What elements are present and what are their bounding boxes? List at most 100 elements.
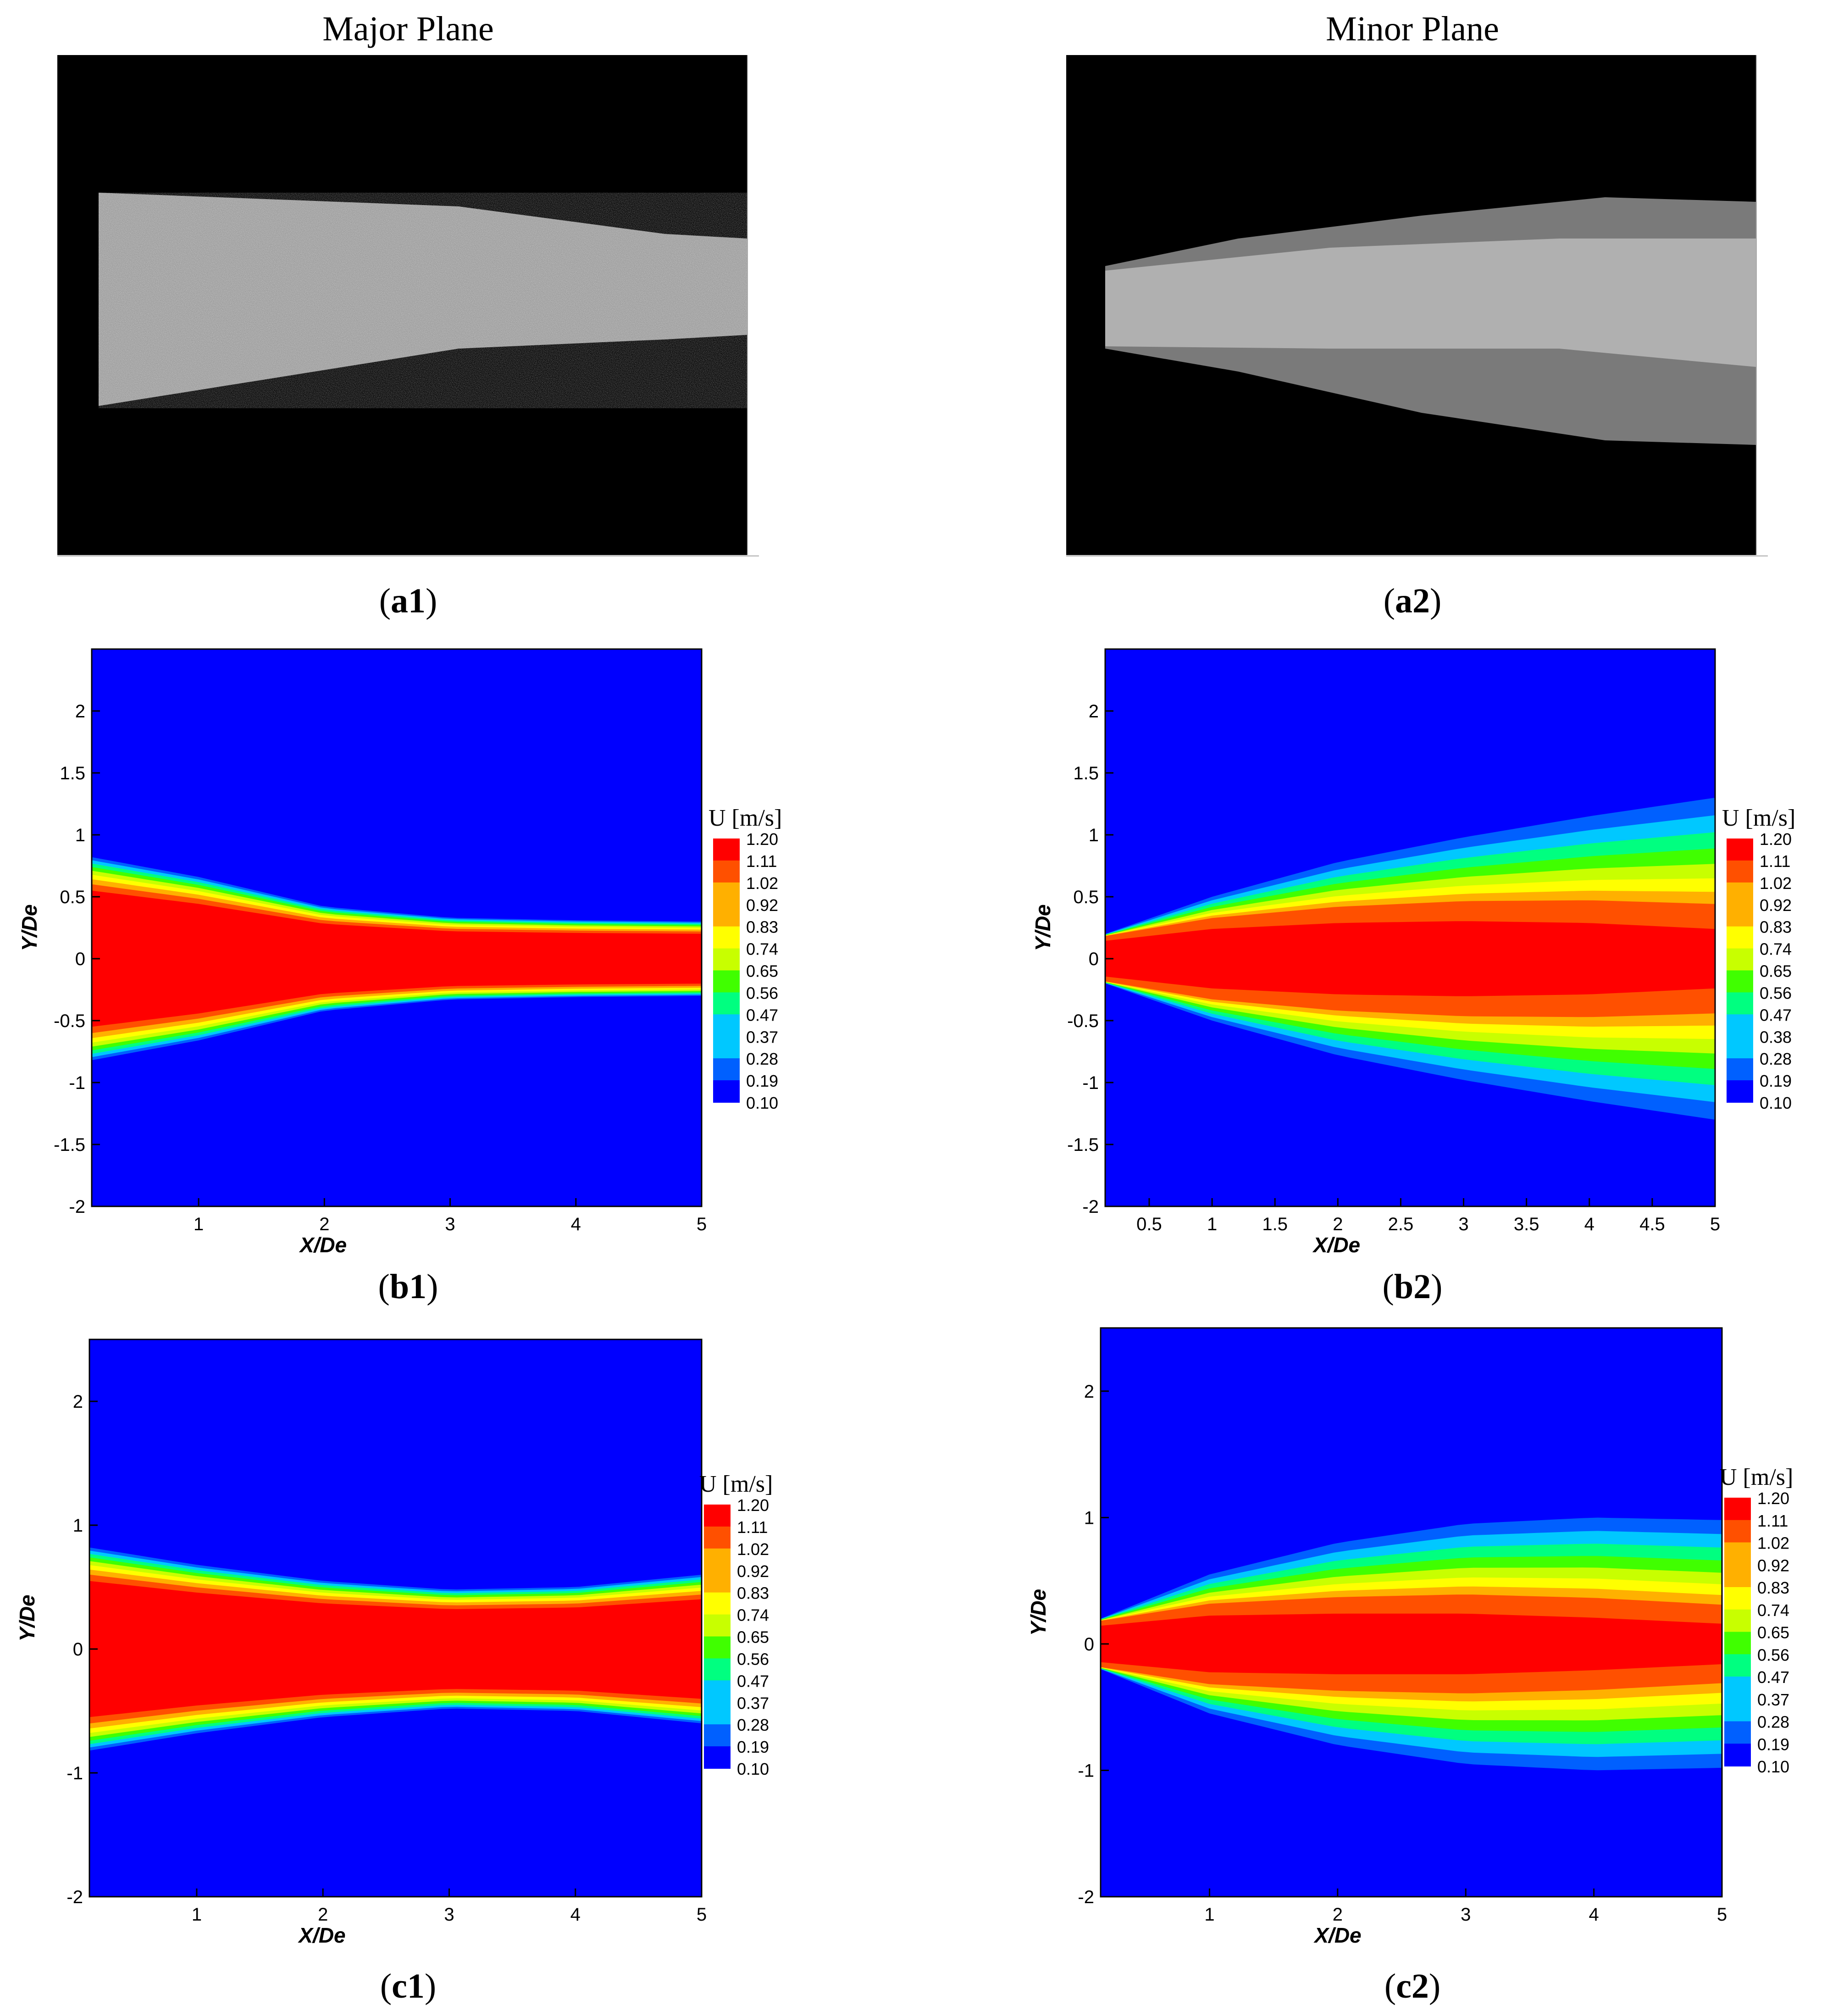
b2-colorbar-label: 0.28 [1760, 1050, 1792, 1068]
c1-colorbar-label: 0.92 [737, 1562, 769, 1581]
c1-colorbar-label: 0.74 [737, 1606, 769, 1625]
caption-b2: (b2) [1383, 1267, 1443, 1306]
c1-xtick-label: 3 [444, 1905, 454, 1925]
b2-colorbar-swatch [1727, 1058, 1753, 1081]
c1-colorbar-label: 0.37 [737, 1694, 769, 1712]
c2-colorbar-label: 0.47 [1757, 1668, 1789, 1687]
b2-colorbar-swatch [1727, 948, 1753, 971]
caption-a2: (a2) [1384, 582, 1442, 620]
b1-colorbar-swatch [713, 860, 740, 883]
c1-contour-band [89, 1581, 702, 1717]
b2-colorbar-swatch [1727, 1014, 1753, 1037]
c2-colorbar-swatch [1724, 1609, 1751, 1633]
b2-colorbar-title: U [m/s] [1722, 805, 1795, 831]
c2-colorbar-label: 0.83 [1757, 1578, 1789, 1597]
c1-colorbar-swatch [704, 1636, 731, 1659]
c1-colorbar-swatch [704, 1592, 731, 1615]
b1-xtick-label: 4 [571, 1214, 581, 1234]
b1-colorbar-swatch [713, 839, 740, 861]
c1-colorbar-swatch [704, 1570, 731, 1593]
b1-ytick-label: 1.5 [60, 763, 85, 783]
c1-colorbar-swatch [704, 1526, 731, 1549]
b1-colorbar-label: 0.56 [746, 983, 778, 1002]
c2-colorbar-label: 0.28 [1757, 1713, 1789, 1732]
b2-xtick-label: 4 [1584, 1214, 1594, 1234]
panel-b2-contour: 0.5 1 1.5 2 2.5 3 3.5 4 4.5 5 2 1.5 1 0.5 0 -0.5 -1 -1.5 -… [1031, 648, 1795, 1257]
b2-xtick-label: 3 [1458, 1214, 1468, 1234]
c2-colorbar-swatch [1724, 1744, 1751, 1766]
b1-ytick-label: -1 [69, 1073, 85, 1093]
b2-colorbar-label: 0.92 [1760, 896, 1792, 915]
b2-colorbar-label: 1.11 [1760, 852, 1790, 871]
c1-colorbar-label: 1.11 [737, 1518, 768, 1537]
header-minor-plane: Minor Plane [1326, 10, 1499, 48]
b1-colorbar-swatch [713, 1080, 740, 1103]
b1-colorbar-label: 0.92 [746, 896, 778, 915]
b2-ytick-label: 0 [1089, 949, 1099, 969]
header-major-plane: Major Plane [322, 10, 494, 48]
c1-colorbar-label: 1.20 [737, 1496, 769, 1515]
b1-colorbar-label: 0.10 [746, 1094, 778, 1112]
c1-colorbar-swatch [704, 1680, 731, 1703]
b1-colorbar-swatch [713, 1036, 740, 1059]
b1-xtick-label: 5 [697, 1214, 707, 1234]
b2-colorbar-swatch [1727, 970, 1753, 993]
b2-xtick-label: 1 [1207, 1214, 1217, 1234]
panel-b1-contour: 1 2 3 4 5 2 1.5 1 0.5 0 -0.5 -1 -1.5 -2 X/De Y/De U [m/s… [17, 648, 782, 1257]
b2-colorbar-label: 0.65 [1760, 962, 1792, 981]
c2-colorbar-label: 0.19 [1757, 1735, 1789, 1754]
b2-xtick-label: 2.5 [1388, 1214, 1414, 1234]
b1-xtick-label: 1 [194, 1214, 204, 1234]
c1-colorbar-swatch [704, 1746, 731, 1769]
b2-colorbar-label: 0.47 [1760, 1005, 1792, 1024]
svg-text:(b1): (b1) [378, 1267, 438, 1306]
b2-colorbar-label: 1.02 [1760, 874, 1792, 893]
svg-text:(a1): (a1) [379, 582, 437, 620]
c2-ytick-label: -2 [1078, 1887, 1094, 1907]
panel-c1-contour: 1 2 3 4 5 2 1 0 -1 -2 X/De Y/De U [m/s]1.20 1.11 1.02 0… [15, 1338, 773, 1947]
c2-colorbar-label: 0.37 [1757, 1690, 1789, 1709]
b2-xtick-label: 2 [1333, 1214, 1343, 1234]
b1-colorbar-label: 0.37 [746, 1027, 778, 1046]
b2-ytick-label: -1 [1082, 1073, 1099, 1093]
b2-xtick-label: 4.5 [1639, 1214, 1665, 1234]
b2-colorbar-label: 0.56 [1760, 983, 1792, 1002]
c1-xlabel: X/De [297, 1923, 345, 1947]
c1-xtick-label: 2 [318, 1905, 328, 1925]
b1-colorbar-label: 0.74 [746, 940, 778, 959]
c1-colorbar-swatch [704, 1505, 731, 1527]
c2-ytick-label: 1 [1084, 1508, 1094, 1528]
c1-ytick-label: 0 [73, 1639, 83, 1660]
c2-colorbar-swatch [1724, 1520, 1751, 1543]
c1-colorbar-label: 0.19 [737, 1738, 769, 1756]
b1-colorbar-swatch [713, 904, 740, 927]
c2-xtick-label: 2 [1333, 1905, 1343, 1925]
c2-colorbar-label: 0.10 [1757, 1757, 1789, 1776]
c2-colorbar-swatch [1724, 1565, 1751, 1588]
b1-ytick-label: 2 [75, 701, 85, 722]
b1-colorbar-swatch [713, 882, 740, 905]
c2-ytick-label: 0 [1084, 1634, 1094, 1655]
c2-ytick-label: 2 [1084, 1382, 1094, 1402]
c1-ytick-label: 1 [73, 1516, 83, 1536]
b2-colorbar-label: 0.10 [1760, 1094, 1792, 1112]
b2-colorbar-swatch [1727, 1080, 1753, 1103]
b1-colorbar-label: 1.11 [746, 852, 777, 871]
c2-colorbar-swatch [1724, 1721, 1751, 1744]
c2-colorbar-swatch [1724, 1542, 1751, 1566]
c2-colorbar-label: 0.65 [1757, 1623, 1789, 1642]
c2-colorbar-label: 1.11 [1757, 1511, 1788, 1530]
panel-c2-contour: 1 2 3 4 5 2 1 0 -1 -2 X/De Y/De U [m/s]1.20 1.11 1.02 0… [1026, 1327, 1793, 1947]
b2-colorbar-label: 0.38 [1760, 1027, 1792, 1046]
c1-colorbar-title: U [m/s] [699, 1471, 773, 1497]
b2-ytick-label: -0.5 [1067, 1011, 1099, 1031]
b1-colorbar-label: 1.02 [746, 874, 778, 893]
c1-ylabel: Y/De [15, 1594, 39, 1641]
b1-colorbar-swatch [713, 970, 740, 993]
b2-ytick-label: -2 [1082, 1197, 1099, 1217]
c1-colorbar-label: 0.83 [737, 1584, 769, 1603]
c1-colorbar-label: 0.56 [737, 1649, 769, 1668]
b2-ytick-label: 2 [1089, 701, 1099, 722]
b1-ytick-label: -0.5 [54, 1011, 85, 1031]
